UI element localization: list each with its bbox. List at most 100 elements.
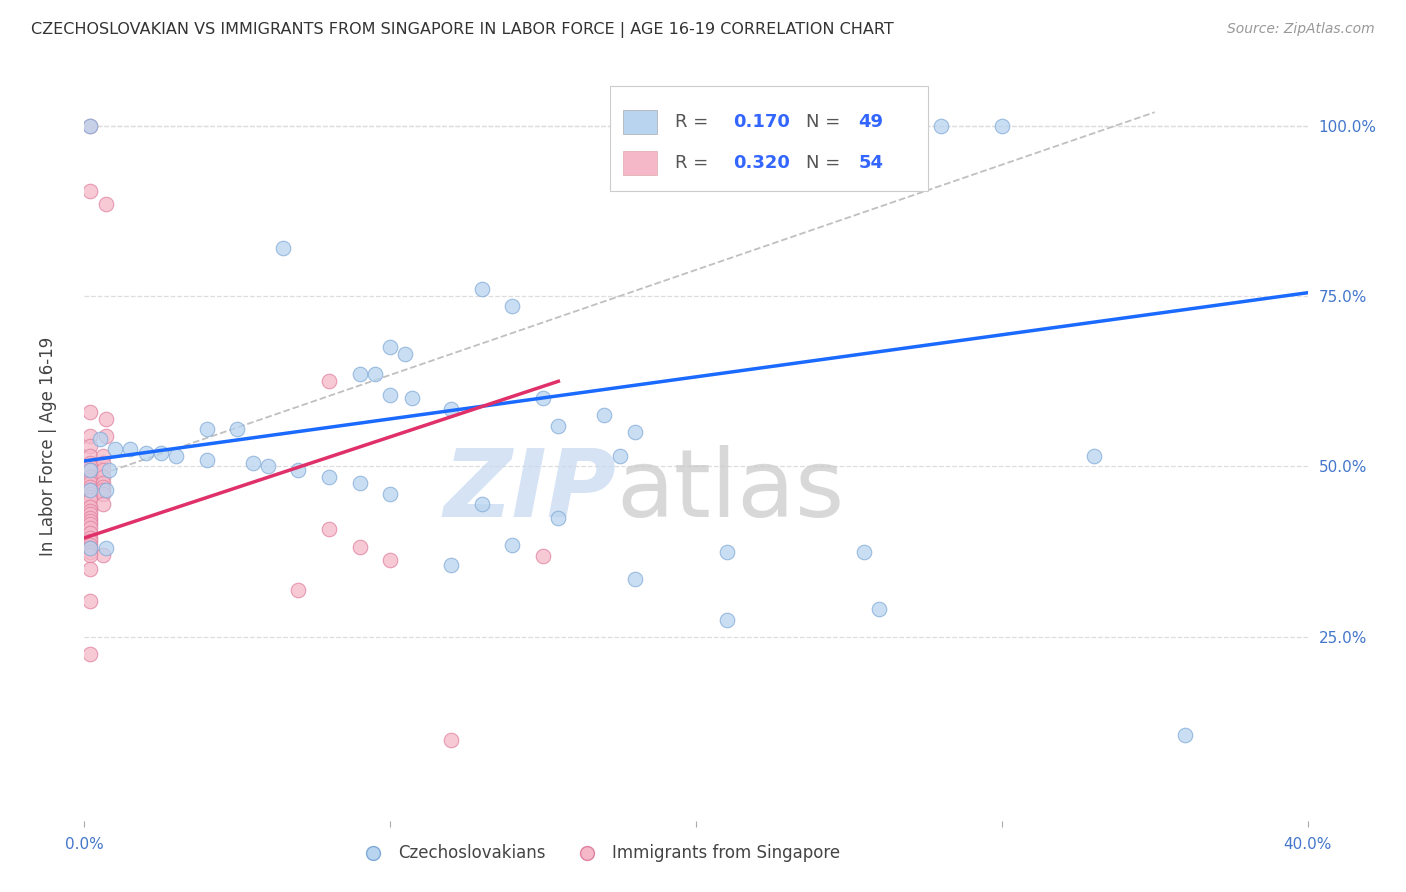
Point (349, 368, 371, 382)
Point (929, 119, 952, 133)
Point (135, 446, 157, 460)
Point (79, 429, 101, 443)
Point (624, 425, 647, 440)
Point (380, 388, 402, 402)
Point (195, 422, 218, 436)
Point (624, 572, 647, 586)
Point (79, 449, 101, 463)
Point (79, 184, 101, 198)
Point (79, 463, 101, 477)
Point (349, 540, 371, 554)
Point (257, 459, 280, 474)
Point (79, 463, 101, 477)
Point (79, 544, 101, 558)
Point (91, 548, 114, 562)
Text: R =: R = (675, 153, 714, 172)
Text: 0.170: 0.170 (733, 112, 790, 130)
Point (593, 409, 616, 423)
Point (531, 549, 554, 564)
Point (654, 119, 676, 133)
Point (79, 504, 101, 518)
Point (440, 401, 463, 416)
Point (79, 469, 101, 483)
Point (94, 541, 117, 556)
Point (79, 490, 101, 504)
Text: 54: 54 (859, 153, 883, 172)
Point (471, 497, 494, 511)
Point (79, 500, 101, 515)
Point (1083, 449, 1105, 463)
Text: 49: 49 (859, 112, 883, 130)
Point (79, 507, 101, 521)
Point (380, 486, 402, 500)
Point (104, 442, 127, 457)
Point (991, 119, 1014, 133)
Point (89, 432, 111, 446)
Point (91, 463, 114, 477)
Point (440, 558, 463, 573)
Point (79, 534, 101, 549)
Point (79, 119, 101, 133)
Point (79, 531, 101, 545)
Text: 0.320: 0.320 (733, 153, 790, 172)
Text: Source: ZipAtlas.com: Source: ZipAtlas.com (1227, 22, 1375, 37)
Point (91, 456, 114, 470)
Point (853, 544, 876, 558)
Text: CZECHOSLOVAKIAN VS IMMIGRANTS FROM SINGAPORE IN LABOR FORCE | AGE 16-19 CORRELAT: CZECHOSLOVAKIAN VS IMMIGRANTS FROM SINGA… (31, 22, 894, 38)
Point (700, 119, 723, 133)
Point (869, 602, 891, 616)
Point (94, 429, 117, 443)
Point (97, 463, 120, 477)
FancyBboxPatch shape (610, 87, 928, 191)
Point (242, 456, 264, 470)
Point (380, 553, 402, 567)
Point (380, 340, 402, 354)
Point (318, 469, 340, 483)
Point (149, 446, 172, 460)
Point (349, 476, 371, 491)
Point (716, 613, 738, 627)
Point (669, 119, 692, 133)
Point (91, 486, 114, 500)
Point (91, 497, 114, 511)
Point (79, 541, 101, 556)
Text: N =: N = (806, 112, 846, 130)
Point (716, 544, 738, 558)
Point (531, 392, 554, 406)
Point (79, 486, 101, 500)
Text: ZIP: ZIP (443, 445, 616, 537)
Point (364, 368, 387, 382)
Point (94, 411, 117, 425)
Point (79, 405, 101, 419)
Point (94, 197, 117, 211)
Point (79, 647, 101, 661)
Point (79, 538, 101, 552)
Text: N =: N = (806, 153, 846, 172)
Legend: Czechoslovakians, Immigrants from Singapore: Czechoslovakians, Immigrants from Singap… (350, 838, 846, 869)
Point (79, 521, 101, 535)
Point (1174, 729, 1197, 743)
Point (79, 493, 101, 508)
Point (547, 418, 569, 433)
Point (165, 449, 187, 463)
Point (79, 517, 101, 532)
FancyBboxPatch shape (623, 110, 657, 134)
Text: atlas: atlas (616, 445, 845, 537)
Point (79, 459, 101, 474)
Point (318, 374, 340, 388)
FancyBboxPatch shape (623, 151, 657, 175)
Y-axis label: In Labor Force | Age 16-19: In Labor Force | Age 16-19 (38, 336, 56, 556)
Point (440, 733, 463, 747)
Point (394, 347, 416, 361)
Point (79, 548, 101, 562)
Point (471, 282, 494, 296)
Point (287, 583, 309, 598)
Point (79, 510, 101, 524)
Point (91, 476, 114, 491)
Point (226, 422, 249, 436)
Point (79, 476, 101, 491)
Point (79, 483, 101, 498)
Point (91, 469, 114, 483)
Point (79, 456, 101, 470)
Point (79, 514, 101, 528)
